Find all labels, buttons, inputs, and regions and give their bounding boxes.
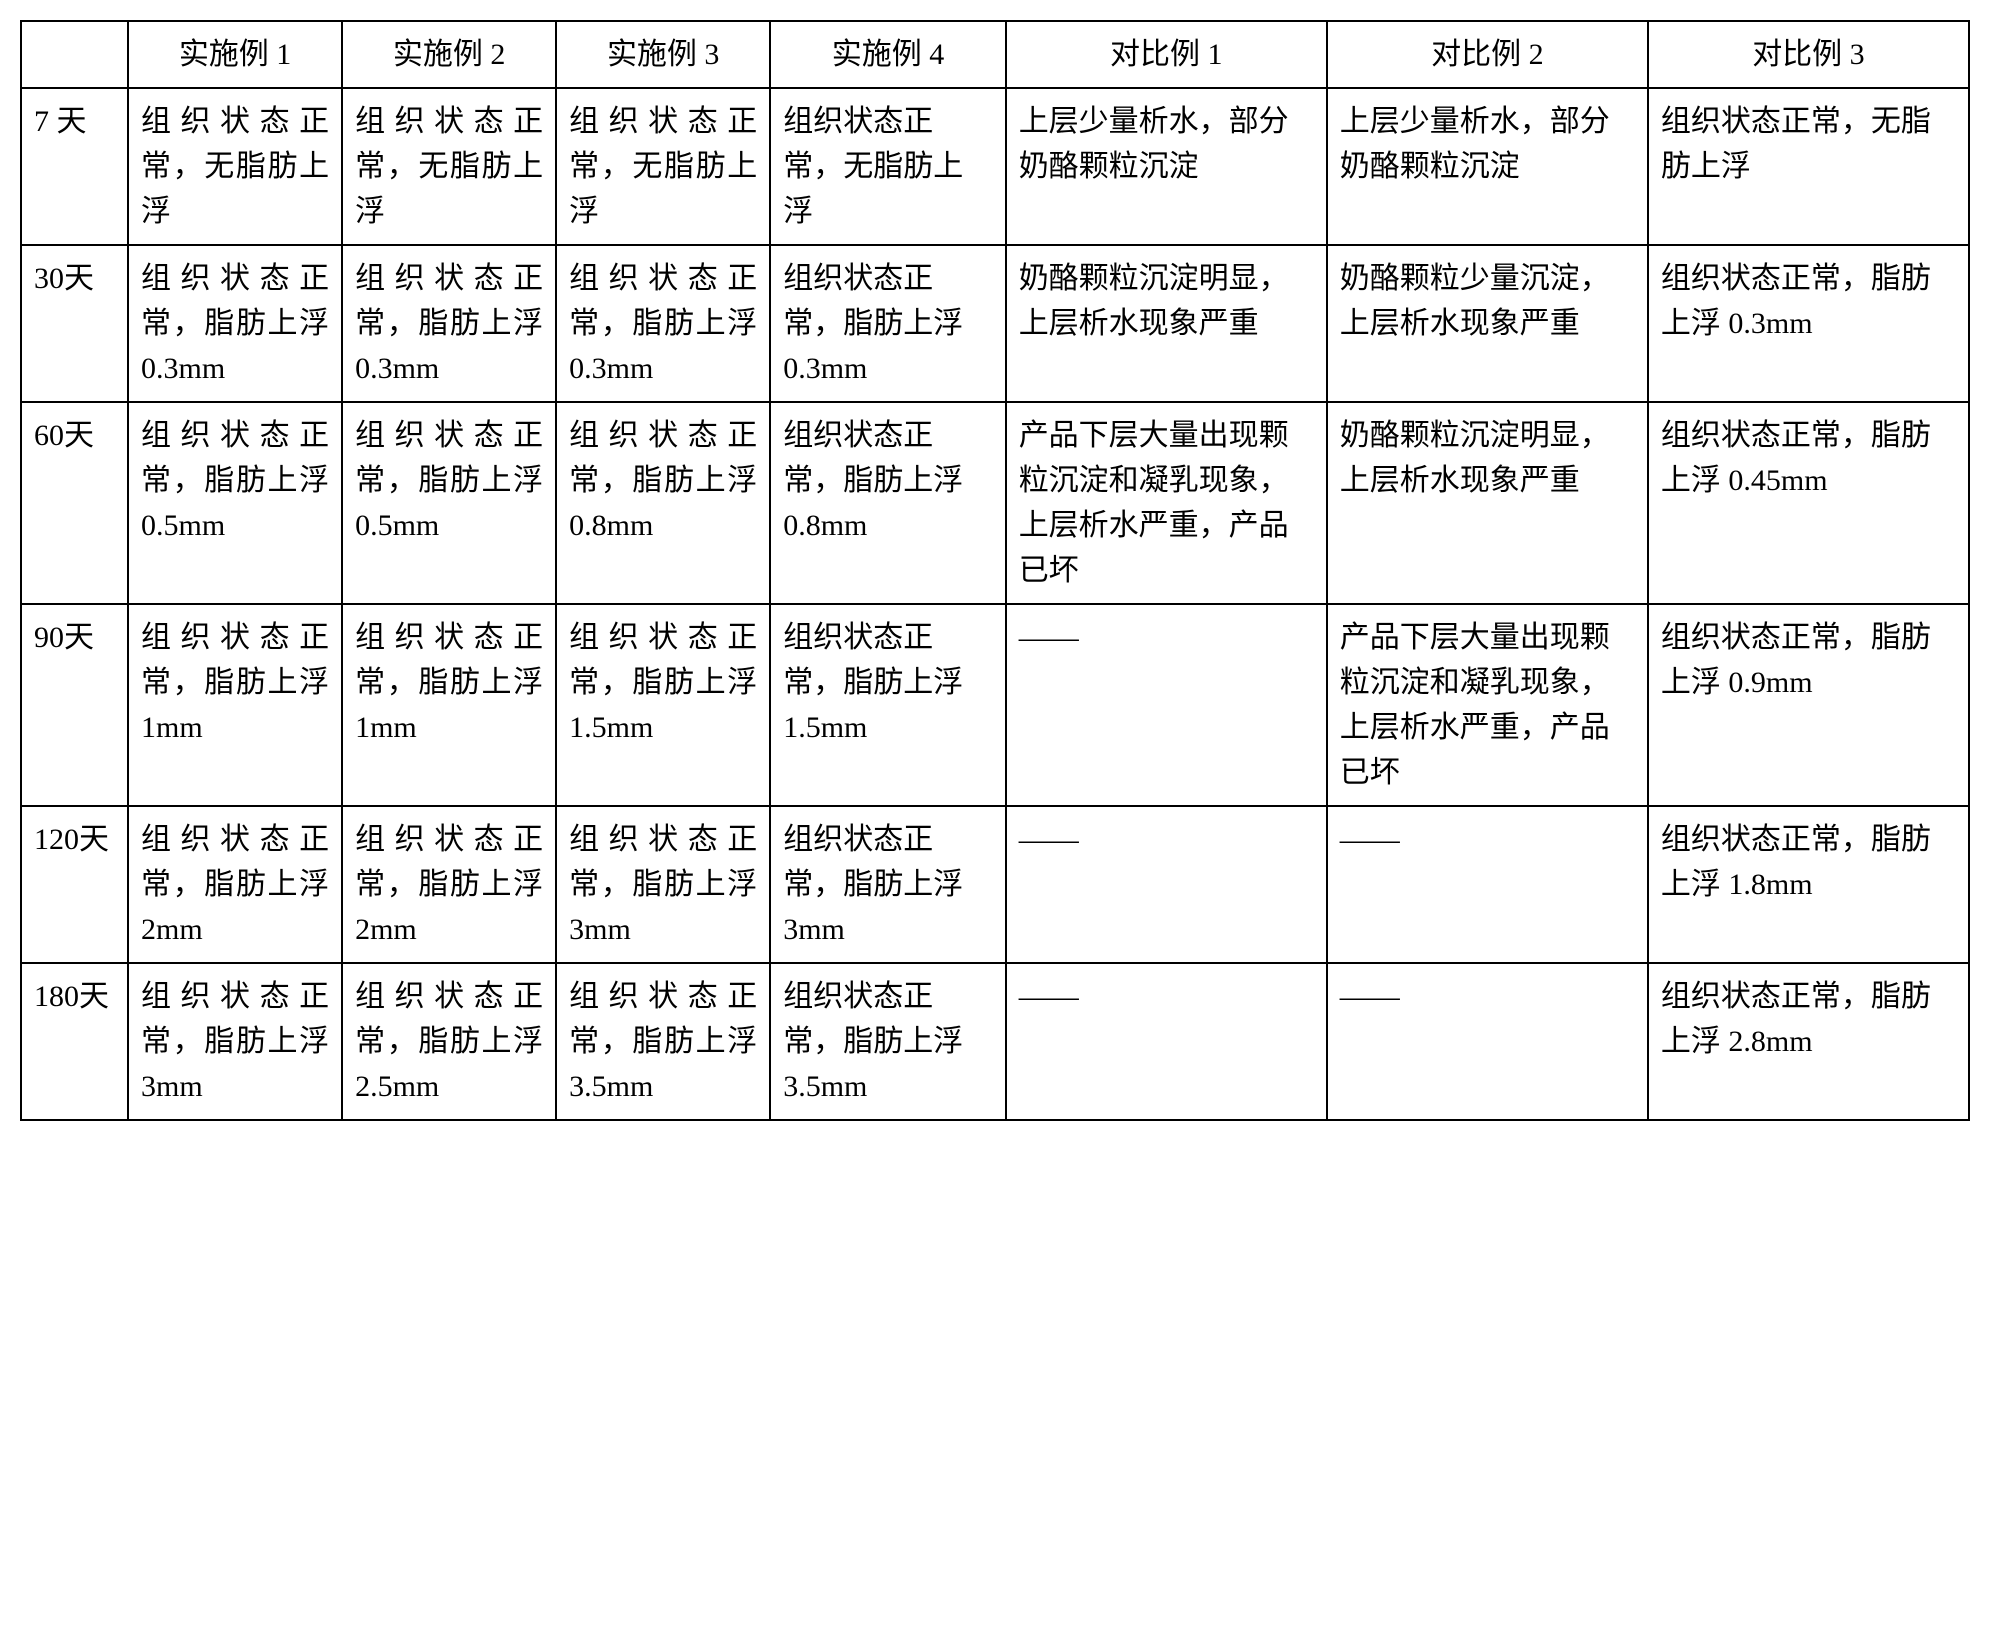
table-body: 7 天 组织状态正常，无脂肪上浮 组织状态正常，无脂肪上浮 组织状态正常，无脂肪… (21, 88, 1969, 1120)
cell-cmp2: 上层少量析水，部分奶酪颗粒沉淀 (1327, 88, 1648, 245)
col-header-ex4: 实施例 4 (770, 21, 1005, 88)
cell-ex1: 组织状态正常，脂肪上浮0.3mm (128, 245, 342, 402)
cell-ex4: 组织状态正常，脂肪上浮 3mm (770, 806, 1005, 963)
cell-cmp3: 组织状态正常，脂肪上浮 0.9mm (1648, 604, 1969, 806)
cell-cmp3: 组织状态正常，脂肪上浮 2.8mm (1648, 963, 1969, 1120)
cell-ex3: 组织状态正常，脂肪上浮3.5mm (556, 963, 770, 1120)
cell-ex1: 组织状态正常，无脂肪上浮 (128, 88, 342, 245)
stability-table: 实施例 1 实施例 2 实施例 3 实施例 4 对比例 1 对比例 2 对比例 … (20, 20, 1970, 1121)
table-row: 30天 组织状态正常，脂肪上浮0.3mm 组织状态正常，脂肪上浮0.3mm 组织… (21, 245, 1969, 402)
cell-cmp2: 产品下层大量出现颗粒沉淀和凝乳现象，上层析水严重，产品已坏 (1327, 604, 1648, 806)
cell-ex4: 组织状态正常，脂肪上浮 0.3mm (770, 245, 1005, 402)
cell-cmp3: 组织状态正常，脂肪上浮 0.45mm (1648, 402, 1969, 604)
table-header-row: 实施例 1 实施例 2 实施例 3 实施例 4 对比例 1 对比例 2 对比例 … (21, 21, 1969, 88)
cell-cmp1: 上层少量析水，部分奶酪颗粒沉淀 (1006, 88, 1327, 245)
cell-ex3: 组织状态正常，脂肪上浮0.8mm (556, 402, 770, 604)
cell-cmp2: —— (1327, 806, 1648, 963)
cell-cmp2: —— (1327, 963, 1648, 1120)
cell-cmp1: 产品下层大量出现颗粒沉淀和凝乳现象，上层析水严重，产品已坏 (1006, 402, 1327, 604)
cell-cmp1: —— (1006, 604, 1327, 806)
cell-ex2: 组织状态正常，脂肪上浮0.3mm (342, 245, 556, 402)
cell-ex3: 组织状态正常，脂肪上浮0.3mm (556, 245, 770, 402)
cell-time: 7 天 (21, 88, 128, 245)
col-header-cmp3: 对比例 3 (1648, 21, 1969, 88)
cell-ex2: 组织状态正常，脂肪上浮1mm (342, 604, 556, 806)
cell-cmp1: 奶酪颗粒沉淀明显，上层析水现象严重 (1006, 245, 1327, 402)
cell-ex2: 组织状态正常，脂肪上浮2.5mm (342, 963, 556, 1120)
cell-cmp1: —— (1006, 963, 1327, 1120)
col-header-ex2: 实施例 2 (342, 21, 556, 88)
cell-ex3: 组织状态正常，脂肪上浮1.5mm (556, 604, 770, 806)
cell-cmp1: —— (1006, 806, 1327, 963)
cell-time: 180天 (21, 963, 128, 1120)
cell-cmp3: 组织状态正常，脂肪上浮 0.3mm (1648, 245, 1969, 402)
col-header-cmp1: 对比例 1 (1006, 21, 1327, 88)
cell-ex4: 组织状态正常，脂肪上浮 3.5mm (770, 963, 1005, 1120)
table-row: 60天 组织状态正常，脂肪上浮0.5mm 组织状态正常，脂肪上浮0.5mm 组织… (21, 402, 1969, 604)
cell-cmp2: 奶酪颗粒沉淀明显，上层析水现象严重 (1327, 402, 1648, 604)
cell-time: 60天 (21, 402, 128, 604)
cell-cmp3: 组织状态正常，脂肪上浮 1.8mm (1648, 806, 1969, 963)
table-row: 7 天 组织状态正常，无脂肪上浮 组织状态正常，无脂肪上浮 组织状态正常，无脂肪… (21, 88, 1969, 245)
cell-cmp2: 奶酪颗粒少量沉淀，上层析水现象严重 (1327, 245, 1648, 402)
cell-ex2: 组织状态正常，无脂肪上浮 (342, 88, 556, 245)
cell-time: 30天 (21, 245, 128, 402)
cell-time: 90天 (21, 604, 128, 806)
cell-ex1: 组织状态正常，脂肪上浮0.5mm (128, 402, 342, 604)
table-row: 180天 组织状态正常，脂肪上浮3mm 组织状态正常，脂肪上浮2.5mm 组织状… (21, 963, 1969, 1120)
cell-ex3: 组织状态正常，无脂肪上浮 (556, 88, 770, 245)
cell-ex3: 组织状态正常，脂肪上浮3mm (556, 806, 770, 963)
cell-ex1: 组织状态正常，脂肪上浮3mm (128, 963, 342, 1120)
table-row: 120天 组织状态正常，脂肪上浮2mm 组织状态正常，脂肪上浮2mm 组织状态正… (21, 806, 1969, 963)
cell-ex1: 组织状态正常，脂肪上浮2mm (128, 806, 342, 963)
table-row: 90天 组织状态正常，脂肪上浮1mm 组织状态正常，脂肪上浮1mm 组织状态正常… (21, 604, 1969, 806)
col-header-ex3: 实施例 3 (556, 21, 770, 88)
cell-time: 120天 (21, 806, 128, 963)
col-header-time (21, 21, 128, 88)
cell-ex4: 组织状态正常，无脂肪上浮 (770, 88, 1005, 245)
cell-ex4: 组织状态正常，脂肪上浮 0.8mm (770, 402, 1005, 604)
cell-ex2: 组织状态正常，脂肪上浮2mm (342, 806, 556, 963)
cell-ex4: 组织状态正常，脂肪上浮 1.5mm (770, 604, 1005, 806)
cell-ex2: 组织状态正常，脂肪上浮0.5mm (342, 402, 556, 604)
col-header-ex1: 实施例 1 (128, 21, 342, 88)
cell-ex1: 组织状态正常，脂肪上浮1mm (128, 604, 342, 806)
col-header-cmp2: 对比例 2 (1327, 21, 1648, 88)
cell-cmp3: 组织状态正常，无脂肪上浮 (1648, 88, 1969, 245)
